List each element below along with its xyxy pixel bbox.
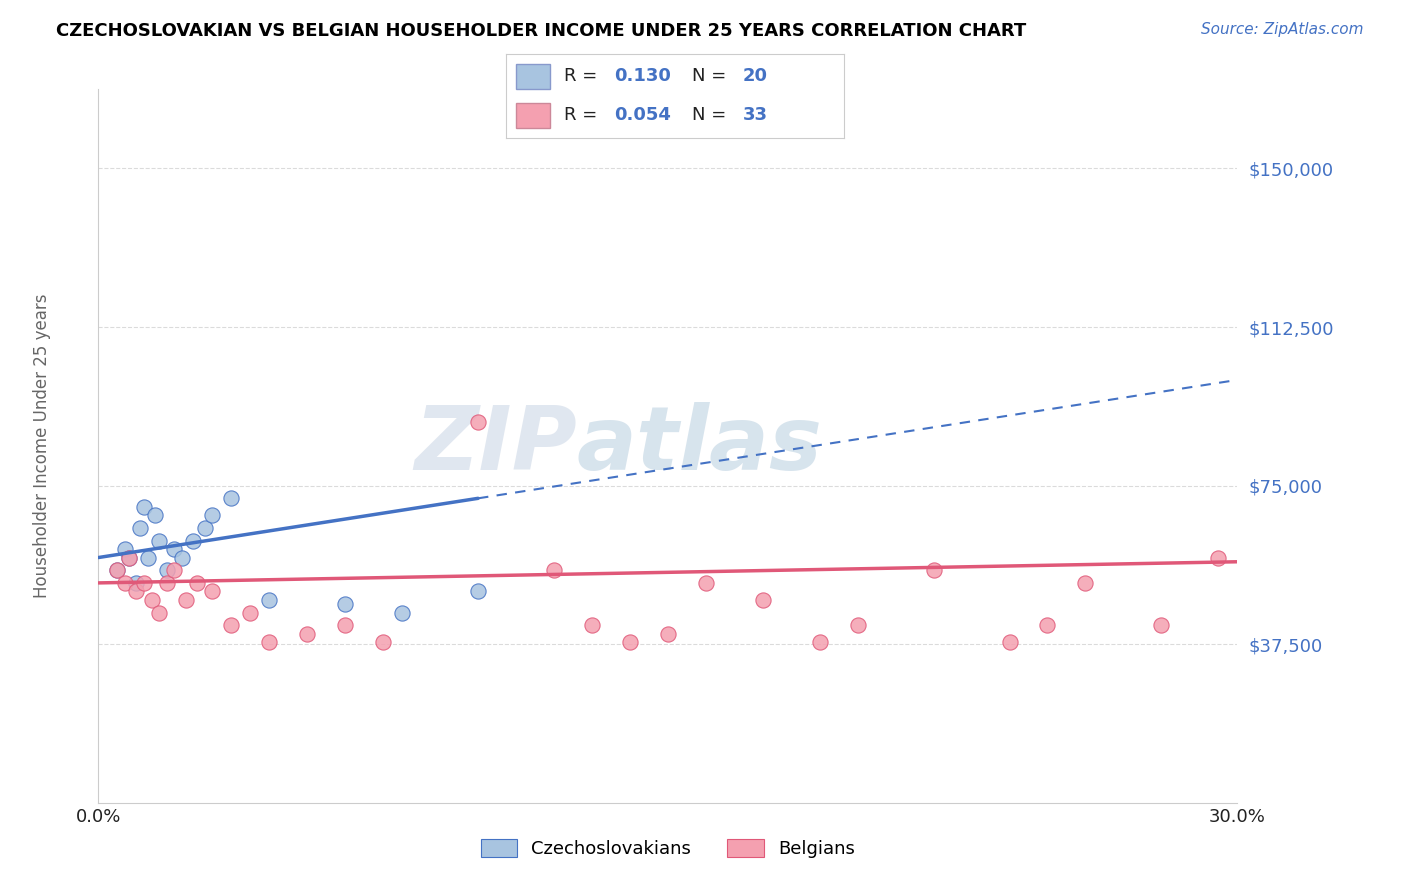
Point: [1074, 575, 1097, 590]
Text: 20: 20: [742, 68, 768, 86]
Point: [148, 606, 170, 620]
Point: [201, 584, 224, 599]
Point: [107, 563, 129, 577]
Text: 0.130: 0.130: [614, 68, 671, 86]
Point: [297, 626, 319, 640]
Point: [132, 575, 155, 590]
Text: Householder Income Under 25 years: Householder Income Under 25 years: [34, 293, 51, 599]
Point: [846, 618, 869, 632]
Point: [1208, 550, 1230, 565]
Point: [129, 521, 152, 535]
Point: [148, 533, 170, 548]
Point: [998, 635, 1021, 649]
Point: [391, 606, 413, 620]
Point: [239, 606, 262, 620]
Point: [136, 550, 159, 565]
Point: [183, 533, 205, 548]
Point: [1036, 618, 1059, 632]
Point: [371, 635, 394, 649]
Point: [118, 550, 141, 565]
Point: [259, 592, 281, 607]
Point: [657, 626, 679, 640]
Point: [125, 584, 148, 599]
Point: [107, 563, 129, 577]
Point: [186, 575, 208, 590]
Text: R =: R =: [564, 68, 603, 86]
Point: [467, 584, 489, 599]
Point: [141, 592, 163, 607]
Point: [1150, 618, 1173, 632]
Point: [808, 635, 831, 649]
Point: [125, 575, 148, 590]
Point: [194, 521, 217, 535]
Point: [259, 635, 281, 649]
Point: [543, 563, 565, 577]
Point: [156, 563, 179, 577]
Text: ZIP: ZIP: [413, 402, 576, 490]
Point: [118, 550, 141, 565]
Point: [922, 563, 945, 577]
Point: [174, 592, 197, 607]
Point: [221, 618, 243, 632]
Point: [114, 542, 136, 557]
Point: [163, 563, 186, 577]
Point: [201, 508, 224, 523]
FancyBboxPatch shape: [516, 63, 550, 89]
Text: 33: 33: [742, 106, 768, 124]
FancyBboxPatch shape: [516, 103, 550, 128]
Text: Source: ZipAtlas.com: Source: ZipAtlas.com: [1201, 22, 1364, 37]
Point: [619, 635, 641, 649]
Point: [752, 592, 775, 607]
Point: [695, 575, 717, 590]
Text: R =: R =: [564, 106, 603, 124]
Point: [581, 618, 603, 632]
Point: [132, 500, 155, 514]
Point: [114, 575, 136, 590]
Point: [335, 597, 357, 611]
Point: [467, 415, 489, 429]
Point: [170, 550, 193, 565]
Text: 0.054: 0.054: [614, 106, 671, 124]
Point: [156, 575, 179, 590]
Text: N =: N =: [692, 106, 731, 124]
Point: [335, 618, 357, 632]
Point: [145, 508, 167, 523]
Legend: Czechoslovakians, Belgians: Czechoslovakians, Belgians: [474, 831, 862, 865]
Text: CZECHOSLOVAKIAN VS BELGIAN HOUSEHOLDER INCOME UNDER 25 YEARS CORRELATION CHART: CZECHOSLOVAKIAN VS BELGIAN HOUSEHOLDER I…: [56, 22, 1026, 40]
Point: [221, 491, 243, 506]
Text: atlas: atlas: [576, 402, 823, 490]
Point: [163, 542, 186, 557]
Text: N =: N =: [692, 68, 731, 86]
